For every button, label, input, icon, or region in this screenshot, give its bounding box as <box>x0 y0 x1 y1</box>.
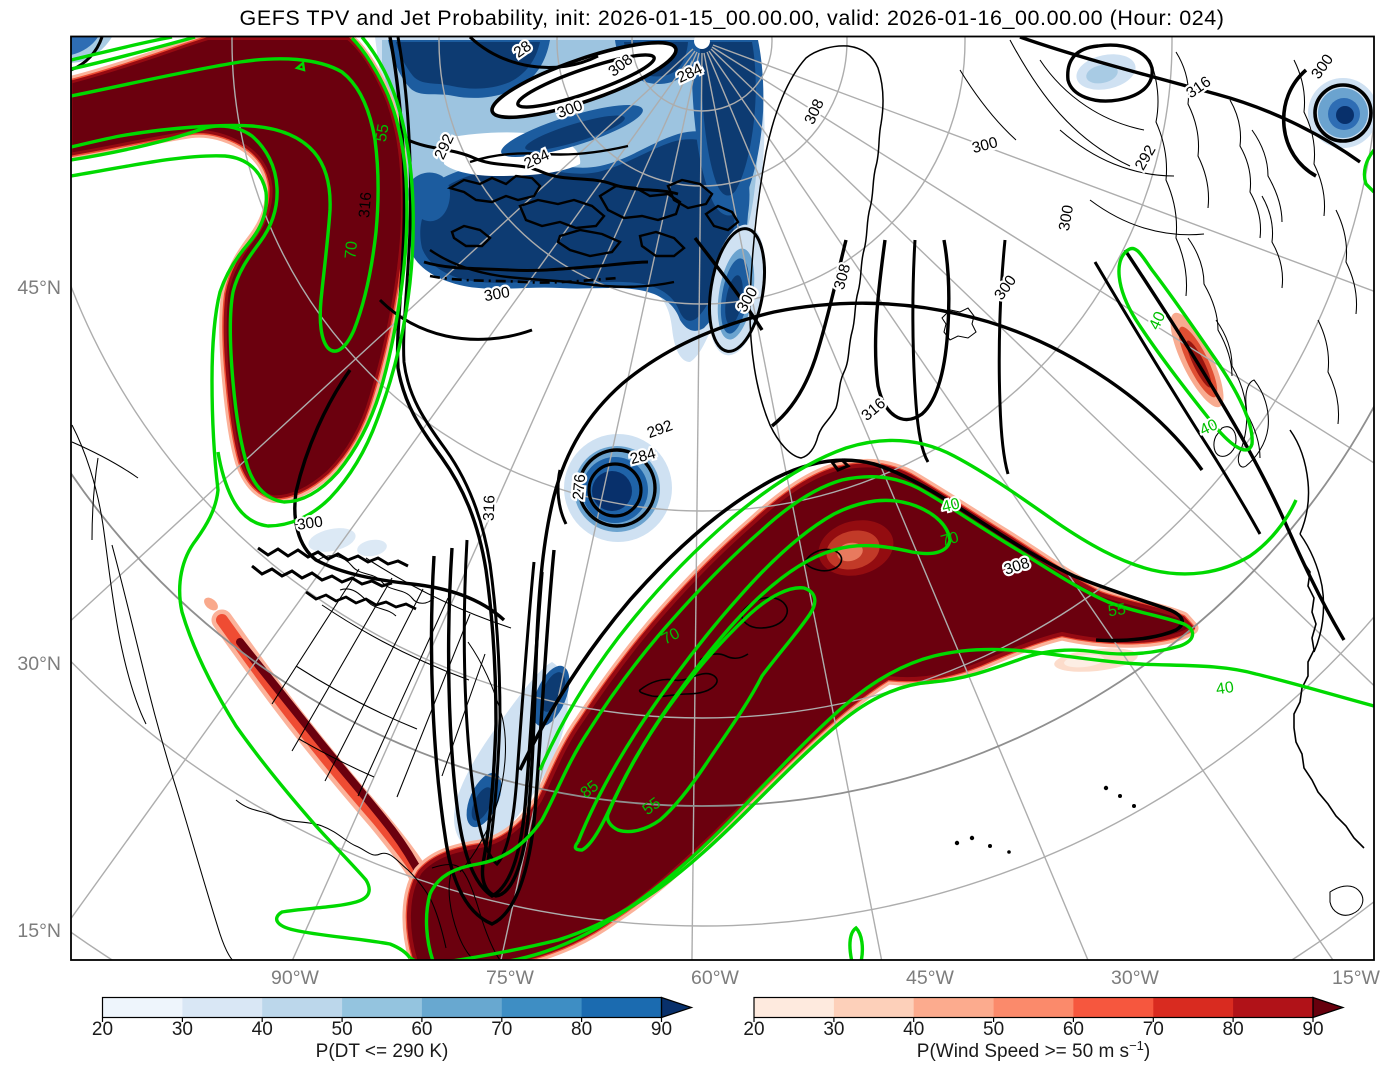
svg-text:40: 40 <box>1215 679 1235 698</box>
svg-text:GEFS TPV and Jet Probability,: GEFS TPV and Jet Probability, init: 2026… <box>240 6 1225 30</box>
svg-text:70: 70 <box>491 1019 512 1040</box>
svg-text:55: 55 <box>1107 601 1127 620</box>
svg-text:80: 80 <box>571 1019 592 1040</box>
svg-text:30: 30 <box>823 1019 844 1040</box>
svg-text:316: 316 <box>356 191 375 218</box>
svg-text:P(Wind Speed >= 50 m s−1): P(Wind Speed >= 50 m s−1) <box>917 1038 1150 1063</box>
svg-text:15°N: 15°N <box>17 920 61 942</box>
svg-text:20: 20 <box>92 1019 113 1040</box>
svg-text:40: 40 <box>252 1019 273 1040</box>
svg-text:20: 20 <box>743 1019 764 1040</box>
svg-text:70: 70 <box>1143 1019 1164 1040</box>
svg-text:90: 90 <box>1302 1019 1323 1040</box>
svg-text:P(DT <= 290 K): P(DT <= 290 K) <box>316 1041 449 1062</box>
svg-text:55: 55 <box>373 123 393 144</box>
svg-text:60: 60 <box>411 1019 432 1040</box>
svg-text:80: 80 <box>1223 1019 1244 1040</box>
svg-text:50: 50 <box>332 1019 353 1040</box>
svg-text:30: 30 <box>172 1019 193 1040</box>
svg-text:30°W: 30°W <box>1111 967 1159 989</box>
svg-text:45°W: 45°W <box>906 967 954 989</box>
svg-text:90: 90 <box>651 1019 672 1040</box>
svg-text:316: 316 <box>481 495 499 521</box>
svg-text:70: 70 <box>659 625 683 648</box>
svg-text:60: 60 <box>1063 1019 1084 1040</box>
svg-text:276: 276 <box>570 473 589 500</box>
svg-text:70: 70 <box>939 529 961 550</box>
svg-text:70: 70 <box>342 240 361 259</box>
svg-text:300: 300 <box>296 513 324 533</box>
svg-text:90°W: 90°W <box>271 967 319 989</box>
svg-text:40: 40 <box>903 1019 924 1040</box>
svg-text:60°W: 60°W <box>691 967 739 989</box>
svg-text:30°N: 30°N <box>17 653 61 675</box>
svg-text:50: 50 <box>983 1019 1004 1040</box>
svg-text:15°W: 15°W <box>1332 967 1380 989</box>
svg-text:75°W: 75°W <box>486 967 534 989</box>
svg-text:45°N: 45°N <box>17 277 61 299</box>
